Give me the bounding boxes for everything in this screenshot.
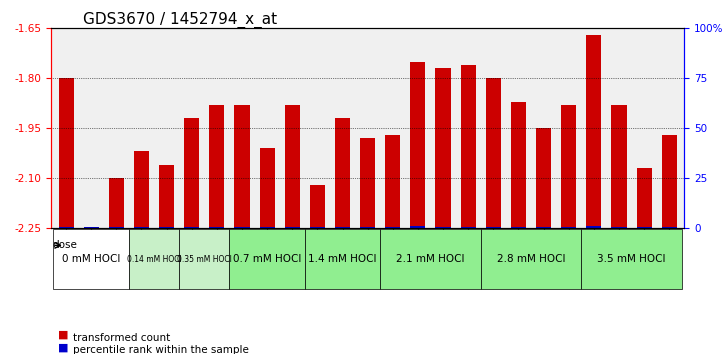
- Bar: [435, 68, 451, 228]
- Bar: [285, 105, 300, 228]
- Bar: [234, 105, 250, 228]
- Text: 0.35 mM HOCl: 0.35 mM HOCl: [177, 255, 232, 264]
- Bar: [662, 135, 677, 228]
- Bar: [134, 152, 149, 228]
- Bar: [461, 227, 475, 228]
- FancyBboxPatch shape: [380, 229, 480, 289]
- FancyBboxPatch shape: [480, 229, 581, 289]
- FancyBboxPatch shape: [305, 229, 380, 289]
- Bar: [360, 138, 375, 228]
- Bar: [360, 227, 375, 228]
- FancyBboxPatch shape: [229, 229, 305, 289]
- FancyBboxPatch shape: [581, 229, 682, 289]
- Text: 3.5 mM HOCl: 3.5 mM HOCl: [597, 254, 666, 264]
- Bar: [411, 227, 425, 228]
- Bar: [234, 227, 250, 228]
- Bar: [461, 65, 475, 228]
- Bar: [536, 128, 551, 228]
- Text: dose: dose: [52, 240, 77, 250]
- FancyBboxPatch shape: [179, 229, 229, 289]
- Bar: [411, 62, 425, 228]
- Text: percentile rank within the sample: percentile rank within the sample: [73, 346, 249, 354]
- Bar: [134, 227, 149, 228]
- Text: ■: ■: [58, 342, 68, 353]
- Text: 2.8 mM HOCl: 2.8 mM HOCl: [496, 254, 565, 264]
- Bar: [58, 227, 74, 228]
- Bar: [260, 148, 274, 228]
- Text: ■: ■: [58, 330, 68, 340]
- Text: GDS3670 / 1452794_x_at: GDS3670 / 1452794_x_at: [83, 12, 277, 28]
- Bar: [159, 165, 174, 228]
- Bar: [108, 178, 124, 228]
- Bar: [612, 227, 627, 228]
- Bar: [285, 227, 300, 228]
- Bar: [435, 227, 451, 228]
- Bar: [335, 118, 350, 228]
- Bar: [310, 185, 325, 228]
- Text: transformed count: transformed count: [73, 333, 170, 343]
- Text: 2.1 mM HOCl: 2.1 mM HOCl: [396, 254, 464, 264]
- Bar: [586, 35, 601, 228]
- Text: 0.7 mM HOCl: 0.7 mM HOCl: [233, 254, 301, 264]
- Bar: [536, 227, 551, 228]
- Bar: [612, 105, 627, 228]
- Bar: [586, 227, 601, 228]
- Text: 0.14 mM HOCl: 0.14 mM HOCl: [127, 255, 181, 264]
- Bar: [636, 168, 652, 228]
- Text: 1.4 mM HOCl: 1.4 mM HOCl: [308, 254, 377, 264]
- Bar: [159, 227, 174, 228]
- Bar: [310, 227, 325, 228]
- FancyBboxPatch shape: [129, 229, 179, 289]
- Bar: [511, 227, 526, 228]
- Bar: [486, 227, 501, 228]
- Bar: [636, 227, 652, 228]
- Bar: [561, 227, 577, 228]
- Bar: [184, 118, 199, 228]
- Bar: [58, 78, 74, 228]
- Bar: [335, 227, 350, 228]
- Bar: [561, 105, 577, 228]
- Bar: [385, 227, 400, 228]
- Bar: [662, 227, 677, 228]
- Bar: [84, 227, 99, 228]
- Bar: [108, 227, 124, 228]
- FancyBboxPatch shape: [53, 229, 129, 289]
- Bar: [210, 105, 224, 228]
- Bar: [511, 102, 526, 228]
- Bar: [260, 227, 274, 228]
- Bar: [184, 227, 199, 228]
- Text: 0 mM HOCl: 0 mM HOCl: [62, 254, 120, 264]
- Bar: [385, 135, 400, 228]
- Bar: [210, 227, 224, 228]
- Bar: [486, 78, 501, 228]
